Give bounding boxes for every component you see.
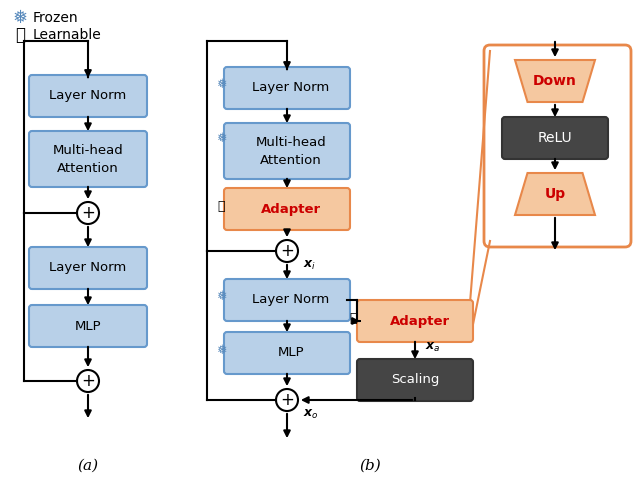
Circle shape [276,389,298,411]
FancyBboxPatch shape [29,75,147,117]
Text: +: + [280,242,294,260]
Text: +: + [81,204,95,222]
FancyBboxPatch shape [502,117,608,159]
FancyBboxPatch shape [29,247,147,289]
FancyBboxPatch shape [29,131,147,187]
Polygon shape [515,173,595,215]
FancyBboxPatch shape [357,359,473,401]
Text: +: + [81,372,95,390]
Text: MLP: MLP [75,319,101,332]
Polygon shape [515,60,595,102]
FancyBboxPatch shape [224,279,350,321]
Text: Multi-head: Multi-head [255,135,326,148]
Text: MLP: MLP [278,347,304,360]
Text: $\boldsymbol{x}_a$: $\boldsymbol{x}_a$ [425,340,440,354]
FancyBboxPatch shape [224,188,350,230]
Text: ❅: ❅ [216,344,227,357]
Circle shape [77,370,99,392]
Text: (b): (b) [359,459,381,473]
Text: ❅: ❅ [216,78,227,91]
Text: 🔥: 🔥 [217,199,225,212]
Circle shape [77,202,99,224]
Text: Learnable: Learnable [33,28,102,42]
Circle shape [276,240,298,262]
Text: ❅: ❅ [216,132,227,145]
FancyBboxPatch shape [357,300,473,342]
FancyBboxPatch shape [224,332,350,374]
Text: Layer Norm: Layer Norm [252,81,330,95]
Text: Up: Up [545,187,566,201]
Text: Layer Norm: Layer Norm [49,89,127,103]
FancyBboxPatch shape [29,305,147,347]
Text: 🔥: 🔥 [15,26,25,44]
Text: ❅: ❅ [12,9,28,27]
Text: $\boldsymbol{x}_o$: $\boldsymbol{x}_o$ [303,407,319,421]
Text: Adapter: Adapter [390,314,450,327]
Text: Scaling: Scaling [391,373,439,386]
FancyBboxPatch shape [224,67,350,109]
Text: (a): (a) [77,459,99,473]
Text: 🔥: 🔥 [349,311,356,324]
Text: Down: Down [533,74,577,88]
FancyBboxPatch shape [224,123,350,179]
Text: +: + [280,391,294,409]
Text: $\boldsymbol{x}_i$: $\boldsymbol{x}_i$ [303,258,316,271]
Text: Frozen: Frozen [33,11,79,25]
Text: Multi-head: Multi-head [52,143,124,157]
Text: Attention: Attention [260,153,322,167]
Text: Attention: Attention [57,162,119,175]
Text: Layer Norm: Layer Norm [252,294,330,307]
Text: Layer Norm: Layer Norm [49,261,127,274]
Text: ReLU: ReLU [538,131,572,145]
Text: ❅: ❅ [216,291,227,304]
Text: Adapter: Adapter [261,202,321,215]
